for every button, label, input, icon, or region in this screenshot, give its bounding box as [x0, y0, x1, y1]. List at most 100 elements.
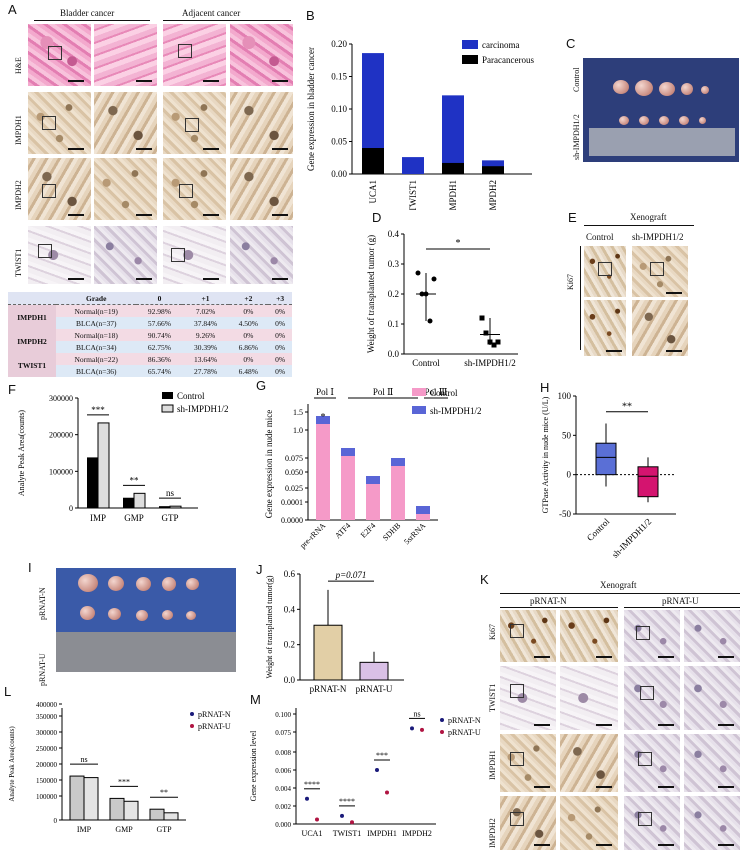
y-tick-label: 0.4: [284, 604, 296, 614]
k-row-impdh1: IMPDH1: [488, 750, 497, 780]
legend-sh: sh-IMPDH1/2: [177, 404, 229, 414]
k-twist1-n-low: [500, 666, 556, 730]
bar-control: [391, 466, 405, 520]
legend-swatch-control: [412, 388, 426, 396]
sig-star: *: [321, 412, 326, 423]
sig-label: ****: [339, 797, 355, 806]
x-tick-label: UCA1: [368, 180, 378, 204]
y-axis-label: Gene expression in nude mice: [264, 410, 274, 518]
y-tick-label: 0: [54, 817, 58, 825]
x-tick-label: Control: [412, 358, 440, 368]
y-tick-label: 0.6: [284, 569, 296, 579]
p-value: p=0.071: [335, 570, 367, 580]
impdh2-bladder-high: [94, 158, 157, 220]
y-tick-label: 0.025: [285, 484, 303, 493]
impdh1-bladder-high: [94, 92, 157, 154]
x-tick-label: GTP: [156, 825, 172, 834]
y-tick-label: 0.2: [388, 289, 399, 299]
cell: 6.48%: [238, 366, 259, 376]
x-tick-label: GMP: [115, 825, 133, 834]
bar-pRNAT-N: [69, 775, 85, 821]
bar-control: [123, 497, 134, 508]
row-label-twist1: TWIST1: [14, 248, 23, 277]
y-axis-label: Analyte Peak Area(counts): [17, 410, 26, 497]
point-pRNAT-N: [375, 768, 379, 772]
x-tick-label: IMPDH1: [448, 180, 458, 210]
impdh1-bladder-low: [28, 92, 91, 154]
tumor-photo-i: [56, 568, 236, 672]
cell: 6.86%: [238, 342, 259, 352]
y-tick-label: 0.20: [331, 39, 347, 49]
x-tick-label: GTP: [161, 513, 178, 523]
cell: 30.39%: [193, 342, 218, 352]
bladder-underline: [34, 20, 150, 21]
y-tick-label: 0.15: [331, 72, 347, 82]
legend-u: pRNAT-U: [198, 722, 231, 731]
k-ki67-n-high: [560, 610, 618, 662]
cell: 0%: [275, 342, 286, 352]
y-tick-label: -50: [559, 509, 571, 519]
k-twist1-u-high: [684, 666, 740, 730]
bar-pRNAT-U: [83, 777, 99, 821]
e-ctrl-high: [584, 300, 626, 356]
box: [595, 442, 617, 476]
cell: 0%: [275, 330, 286, 340]
sig-label: ****: [304, 780, 320, 789]
cell: 27.78%: [193, 366, 218, 376]
y-tick-label: 0.3: [388, 259, 400, 269]
y-tick-label: 300000: [36, 729, 58, 737]
panel-label-l: L: [4, 684, 12, 699]
he-bladder-high: [94, 24, 157, 86]
chart-f: 0 100000 200000 300000 *** IMP ** GMP ns GTP Analy…: [17, 391, 229, 523]
legend-swatch-paracancerous: [462, 55, 478, 64]
bar-carcinoma: [442, 95, 464, 174]
data-point-control: [415, 270, 421, 276]
impdh2-bladder-low: [28, 158, 91, 220]
panel-label-g: G: [256, 378, 267, 393]
cell: 0%: [243, 306, 254, 316]
y-tick-label: 350000: [36, 713, 58, 721]
adjacent-underline: [163, 20, 291, 21]
legend-n: pRNAT-N: [198, 710, 231, 719]
grade-table: Grade 0 +1 +2 +3 IMPDH1 Normal(n=19) 92.9…: [8, 292, 292, 377]
chart-g: 0.0000 0.0001 0.025 0.050 0.075 1.0 1.5 pre-rRN…: [264, 387, 482, 550]
k-ki67-u-high: [684, 610, 740, 662]
twist1-bladder-low: [28, 226, 91, 284]
panel-label-d: D: [372, 210, 382, 225]
cell: 0%: [275, 366, 286, 376]
k-ki67-u-low: [624, 610, 680, 662]
chart-j: 0.0 0.2 0.4 0.6 pRNAT-N pRNAT-U p=0.071 Weight …: [265, 569, 404, 694]
y-tick-label: 0.006: [275, 767, 291, 775]
e-sh: sh-IMPDH1/2: [632, 232, 684, 242]
he-adjacent-low: [163, 24, 226, 86]
panel-label-h: H: [540, 380, 550, 395]
e-control: Control: [586, 232, 614, 242]
y-tick-label: 0.2: [284, 640, 295, 650]
cell: 65.74%: [147, 366, 172, 376]
y-tick-label: 0.0: [284, 675, 296, 685]
y-tick-label: 100: [558, 391, 572, 401]
y-tick-label: 200000: [36, 761, 58, 769]
bar-paracancerous: [442, 162, 464, 174]
y-tick-label: 200000: [49, 431, 73, 440]
bar-sh: [366, 476, 380, 484]
x-tick-label: pre-rRNA: [298, 521, 327, 550]
impdh1-adjacent-low: [163, 92, 226, 154]
cell: 92.98%: [147, 306, 172, 316]
bladder-cancer-label: Bladder cancer: [60, 8, 115, 18]
bar-pRNAT-N: [109, 797, 125, 821]
point-pRNAT-N: [340, 813, 344, 818]
panel-label-k: K: [480, 572, 489, 587]
k-impdh1-n-high: [560, 734, 618, 792]
legend-control: Control: [177, 391, 205, 401]
sig-label: ns: [80, 755, 87, 764]
group-label: Pol Ⅲ: [425, 387, 448, 397]
x-tick-label: IMPDH2: [488, 180, 498, 210]
cell: 0%: [275, 306, 286, 316]
bar-control: [416, 514, 430, 520]
e-title: Xenograft: [630, 212, 667, 222]
sig-label: ns: [166, 488, 175, 498]
y-tick-label: 0.075: [285, 454, 303, 463]
group-impdh2: IMPDH2: [8, 329, 56, 353]
twist1-bladder-high: [94, 226, 157, 284]
